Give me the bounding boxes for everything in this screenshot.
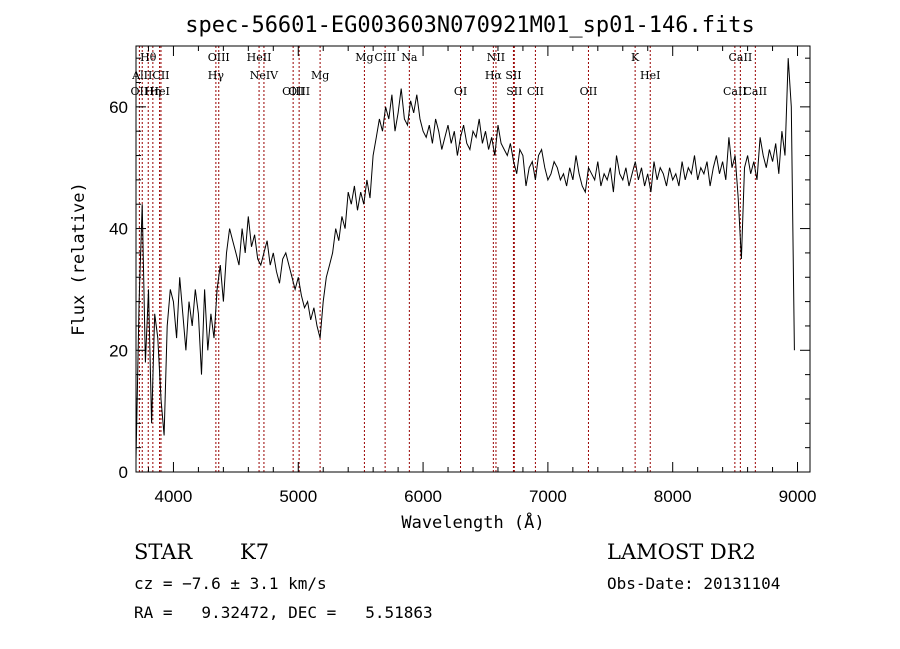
coordinates-line: RA = 9.32472, DEC = 5.51863 [134, 603, 433, 622]
line-marker-label: OIII [288, 85, 310, 98]
line-marker-label: OII [131, 85, 149, 98]
line-marker-label: Mg [355, 51, 373, 64]
x-tick-label: 8000 [654, 487, 692, 506]
object-subclass: K7 [240, 540, 270, 564]
line-marker-label: CaII [729, 51, 753, 64]
line-marker-label: CaII [723, 85, 747, 98]
object-class: STAR [134, 540, 193, 564]
emission-line-markers [138, 46, 756, 472]
line-marker-label: OIII [208, 51, 230, 64]
chart-title: spec-56601-EG003603N070921M01_sp01-146.f… [185, 13, 755, 38]
x-tick-label: 5000 [279, 487, 317, 506]
line-marker-label: HeII [247, 51, 272, 64]
line-marker-label: CIII [374, 51, 395, 64]
line-marker-label: Hη [145, 85, 161, 98]
line-marker-label: Mg [311, 69, 329, 82]
line-marker-label: SII [505, 69, 521, 82]
line-marker-label: CII [527, 85, 544, 98]
x-tick-label: 7000 [529, 487, 567, 506]
survey-name: LAMOST DR2 [607, 540, 756, 564]
x-tick-label: 9000 [779, 487, 817, 506]
line-marker-label: Hγ [208, 69, 225, 82]
y-tick-label: 60 [109, 98, 128, 117]
x-tick-label: 6000 [404, 487, 442, 506]
x-tick-label: 4000 [155, 487, 193, 506]
y-tick-label: 0 [119, 463, 128, 482]
line-marker-label: OIII [282, 85, 304, 98]
y-tick-label: 20 [109, 341, 128, 360]
y-axis-ticks: 0 20 40 60 [109, 57, 810, 482]
y-axis-label: Flux (relative) [69, 182, 89, 336]
y-tick-label: 40 [109, 220, 128, 239]
redshift-line: cz = −7.6 ± 3.1 km/s [134, 574, 327, 593]
line-marker-label: OII [580, 85, 598, 98]
line-marker-label: K [631, 51, 640, 64]
line-marker-label: OI [454, 85, 467, 98]
line-marker-label: CII [152, 69, 169, 82]
line-marker-label: NII [487, 51, 505, 64]
line-marker-label: Hθ [140, 51, 157, 64]
line-marker-label: Hα [485, 69, 503, 82]
obs-date: Obs-Date: 20131104 [607, 574, 781, 593]
line-marker-label: HeI [149, 85, 169, 98]
x-axis-label: Wavelength (Å) [401, 511, 544, 533]
spectrum-line [135, 58, 795, 460]
line-marker-label: AlII [131, 69, 152, 82]
x-axis-ticks: 4000 5000 6000 7000 8000 9000 [147, 46, 817, 506]
line-marker-label: NeIV [250, 69, 279, 82]
line-marker-label: SII [506, 85, 522, 98]
line-marker-label: Na [401, 51, 418, 64]
line-marker-label: HeI [640, 69, 660, 82]
line-marker-label: CaII [743, 85, 767, 98]
